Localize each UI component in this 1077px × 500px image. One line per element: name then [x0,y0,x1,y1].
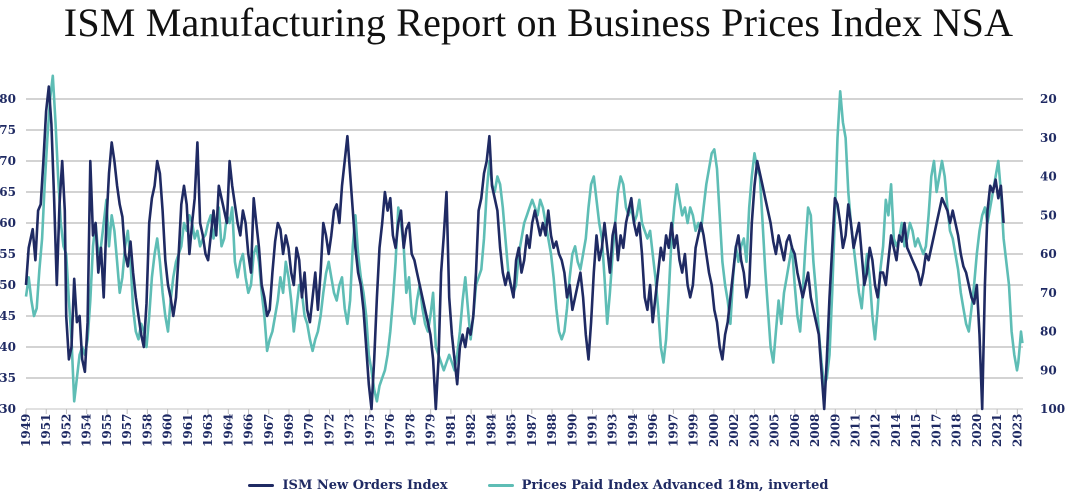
x-axis: 1949 1951 1952 1954 1955 1957 1958 1960 1961 1963… [19,408,1024,447]
x-tick-label: 1999 [687,414,701,447]
legend-item-prices-paid[interactable]: Prices Paid Index Advanced 18m, inverted [487,478,829,493]
x-tick-label: 1951 [39,414,53,447]
x-tick-label: 2021 [990,414,1004,447]
x-tick-label: 1961 [181,414,195,447]
x-tick-label: 1990 [565,414,579,447]
x-tick-label: 1970 [302,414,316,447]
y-right-tick-label: 30 [1040,131,1057,145]
y-left-tick-label: 55 [0,247,16,261]
x-tick-label: 2015 [909,414,923,447]
x-tick-label: 1963 [201,414,215,447]
legend-label: Prices Paid Index Advanced 18m, inverted [521,478,829,493]
y-left-tick-label: 70 [0,154,16,168]
x-tick-label: 2012 [869,414,883,447]
x-tick-label: 1976 [383,414,397,447]
x-tick-label: 1958 [140,414,154,447]
y-left-tick-label: 60 [0,216,16,230]
x-tick-label: 1960 [161,414,175,447]
x-tick-label: 2018 [950,414,964,447]
x-tick-label: 2003 [747,414,761,447]
chart-title: ISM Manufacturing Report on Business Pri… [63,0,1014,45]
x-tick-label: 1996 [646,414,660,447]
x-tick-label: 1981 [444,414,458,447]
x-tick-label: 2017 [929,414,943,447]
x-tick-label: 2023 [1010,414,1024,447]
x-tick-label: 2014 [889,414,903,447]
y-right-tick-label: 100 [1040,402,1065,416]
legend-swatch-prices-paid [487,484,514,487]
y-left-tick-label: 45 [0,309,16,323]
x-tick-label: 1964 [221,414,235,447]
legend: ISM New Orders Index Prices Paid Index A… [0,478,1077,493]
x-tick-label: 1994 [626,414,640,447]
y-right-tick-label: 80 [1040,325,1057,339]
legend-item-new-orders[interactable]: ISM New Orders Index [248,478,448,493]
x-tick-label: 1985 [505,414,519,447]
series-line-new-orders [24,85,1005,411]
x-tick-label: 1967 [262,414,276,447]
x-tick-label: 1954 [80,414,94,447]
y-left-tick-label: 65 [0,185,16,199]
x-tick-label: 1973 [343,414,357,447]
y-left-tick-label: 30 [0,402,16,416]
x-tick-label: 1975 [363,414,377,447]
x-tick-label: 1978 [403,414,417,447]
y-left-tick-label: 75 [0,123,16,137]
x-tick-label: 1988 [545,414,559,447]
y-right-tick-label: 60 [1040,247,1057,261]
x-tick-label: 1969 [282,414,296,447]
y-right-tick-label: 50 [1040,208,1057,222]
x-tick-label: 1957 [120,414,134,447]
y-right-tick-label: 90 [1040,363,1057,377]
x-tick-label: 1949 [19,414,33,447]
y-left-tick-label: 50 [0,278,16,292]
x-tick-label: 1979 [424,414,438,447]
x-tick-label: 1991 [585,414,599,447]
legend-label: ISM New Orders Index [282,478,448,493]
series-line-prices-paid [24,74,1024,403]
x-tick-label: 2009 [828,414,842,447]
x-tick-label: 1982 [464,414,478,447]
y-left-tick-label: 40 [0,340,16,354]
x-tick-label: 1972 [322,414,336,447]
x-tick-label: 1993 [606,414,620,447]
x-tick-label: 2005 [768,414,782,447]
y-axis-right: 20 30 40 50 60 70 80 90 100 [1040,92,1065,416]
x-tick-label: 1952 [59,414,73,447]
series [24,74,1024,411]
x-tick-label: 2002 [727,414,741,447]
x-tick-label: 2006 [788,414,802,447]
y-right-tick-label: 20 [1040,92,1057,106]
y-axis-left: 30 35 40 45 50 55 60 65 70 75 80 [0,92,16,416]
x-tick-label: 2020 [970,414,984,447]
x-tick-label: 1966 [242,414,256,447]
y-left-tick-label: 80 [0,92,16,106]
x-tick-label: 1984 [484,414,498,447]
x-tick-label: 1997 [666,414,680,447]
legend-swatch-new-orders [248,484,275,487]
x-tick-label: 1987 [525,414,539,447]
y-left-tick-label: 35 [0,371,16,385]
x-tick-label: 2011 [849,414,863,447]
x-tick-label: 1955 [100,414,114,447]
y-right-tick-label: 70 [1040,286,1057,300]
x-tick-label: 2000 [707,414,721,447]
y-right-tick-label: 40 [1040,170,1057,184]
x-tick-label: 2008 [808,414,822,447]
